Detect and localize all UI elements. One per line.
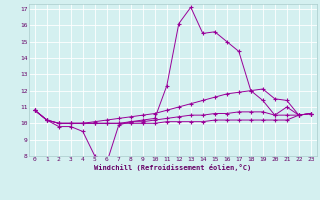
- X-axis label: Windchill (Refroidissement éolien,°C): Windchill (Refroidissement éolien,°C): [94, 164, 252, 171]
